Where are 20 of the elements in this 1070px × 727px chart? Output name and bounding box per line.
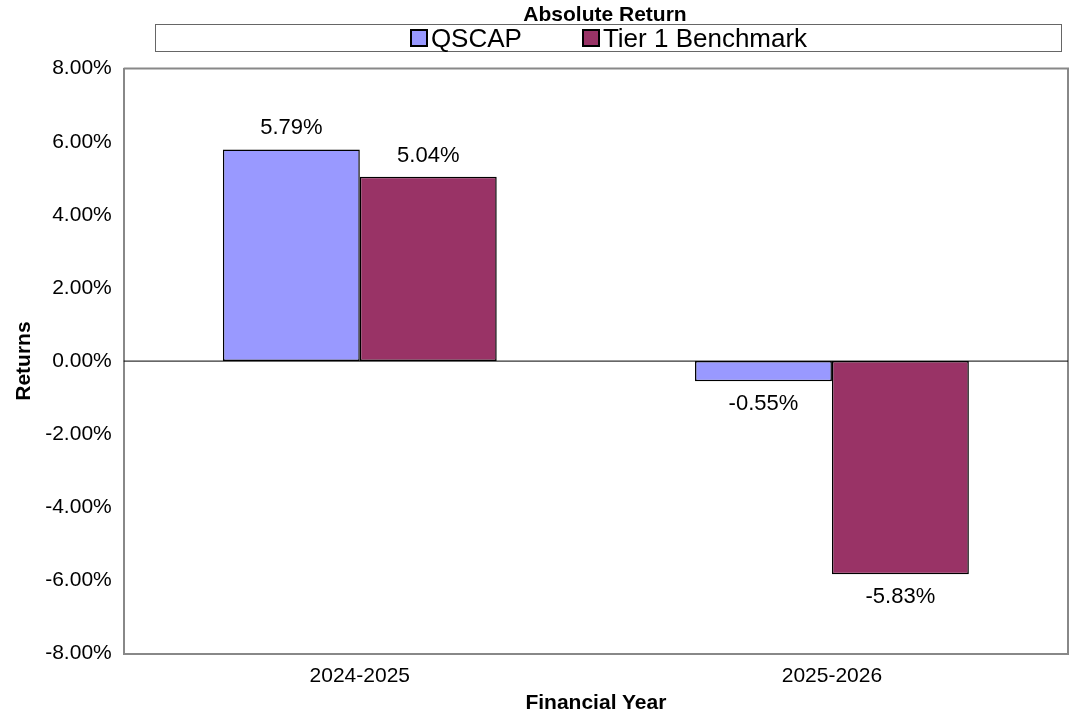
y-tick-label: -6.00% xyxy=(45,567,112,591)
y-tick-label: 8.00% xyxy=(52,55,112,79)
data-label: 5.04% xyxy=(397,141,460,167)
y-tick-label: 6.00% xyxy=(52,128,112,152)
y-tick-label: -8.00% xyxy=(45,640,112,664)
y-axis-title: Returns xyxy=(11,321,35,401)
legend-label: QSCAP xyxy=(430,22,522,54)
data-label: -5.83% xyxy=(865,583,936,609)
y-tick-label: 4.00% xyxy=(52,201,112,225)
y-tick-label: -4.00% xyxy=(45,494,112,518)
y-tick-label: 0.00% xyxy=(52,347,112,371)
x-tick-label: 2025-2026 xyxy=(781,663,883,686)
data-label: 5.79% xyxy=(260,114,323,140)
data-label: -0.55% xyxy=(728,390,799,416)
y-tick-label: -2.00% xyxy=(45,421,112,445)
y-tick-label: 2.00% xyxy=(52,274,112,298)
chart-title: Absolute Return xyxy=(522,2,688,25)
legend-label: Tier 1 Benchmark xyxy=(602,22,808,54)
x-tick-label: 2024-2025 xyxy=(309,663,411,686)
x-axis-title: Financial Year xyxy=(525,690,667,714)
